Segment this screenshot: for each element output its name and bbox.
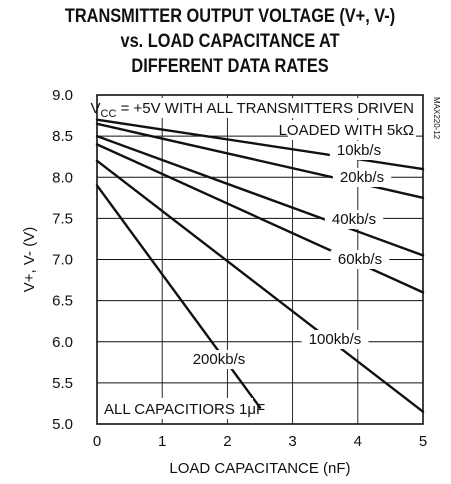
part-number-label: MAX220-12 [432, 97, 441, 140]
y-tick-label: 7.0 [52, 252, 73, 269]
condition-annotation: VCC = +5V WITH ALL TRANSMITTERS DRIVEN [91, 100, 414, 120]
y-tick-label: 5.5 [52, 375, 73, 392]
y-tick-label: 9.0 [52, 87, 73, 104]
series-label-background [185, 350, 253, 369]
series-line-200kb-per-s [95, 184, 262, 409]
series-label: 20kb/s [340, 169, 384, 186]
x-tick-label: 4 [354, 433, 362, 450]
series-label: 200kb/s [193, 351, 246, 368]
series-label: 100kb/s [309, 331, 362, 348]
series-label: 40kb/s [332, 211, 376, 228]
y-axis-label: V+, V- (V) [21, 227, 38, 292]
series-labels: 10kb/s 20kb/s 40kb/s 60kb/s 100kb/s 200kb/s [193, 142, 384, 368]
y-tick-label: 6.5 [52, 293, 73, 310]
series-label: 10kb/s [337, 142, 381, 159]
chart-title-line-2: vs. LOAD CAPACITANCE AT [120, 31, 340, 52]
series-line-100kb-per-s [95, 159, 425, 413]
series-label-background [332, 168, 392, 187]
y-tick-label: 7.5 [52, 210, 73, 227]
x-axis-label: LOAD CAPACITANCE (nF) [169, 460, 350, 477]
chart-title-line-3: DIFFERENT DATA RATES [131, 56, 329, 77]
y-tick-label: 8.0 [52, 169, 73, 186]
annotation-backgrounds [101, 98, 416, 419]
series-label-background [329, 141, 389, 160]
series-label: 60kb/s [338, 251, 382, 268]
x-tick-label: 5 [419, 433, 427, 450]
y-tick-label: 5.0 [52, 416, 73, 433]
chart-title-line-1: TRANSMITTER OUTPUT VOLTAGE (V+, V-) [64, 6, 396, 27]
x-tick-label: 0 [93, 433, 101, 450]
series-line-40kb-per-s [95, 134, 425, 257]
capacitor-annotation: ALL CAPACITIORS 1μF [104, 401, 265, 418]
series-lines [95, 118, 425, 413]
series-line-10kb-per-s [95, 118, 425, 171]
plot-frame [96, 94, 424, 425]
series-label-background [324, 210, 384, 229]
y-tick-label: 8.5 [52, 128, 73, 145]
x-tick-label: 3 [288, 433, 296, 450]
load-annotation-background [288, 120, 416, 140]
series-label-background [301, 330, 369, 349]
condition-annotation-background [124, 98, 416, 118]
axis-ticks: 0 1 2 3 4 5 5.0 5.5 6.0 6.5 7.0 7.5 8.0 8.5 9.0 [52, 87, 427, 450]
x-tick-label: 2 [223, 433, 231, 450]
capacitor-annotation-background [101, 398, 253, 419]
x-tick-label: 1 [158, 433, 166, 450]
load-annotation: LOADED WITH 5kΩ [279, 122, 414, 139]
y-tick-label: 6.0 [52, 334, 73, 351]
series-label-backgrounds [185, 141, 392, 369]
series-label-background [330, 250, 390, 269]
